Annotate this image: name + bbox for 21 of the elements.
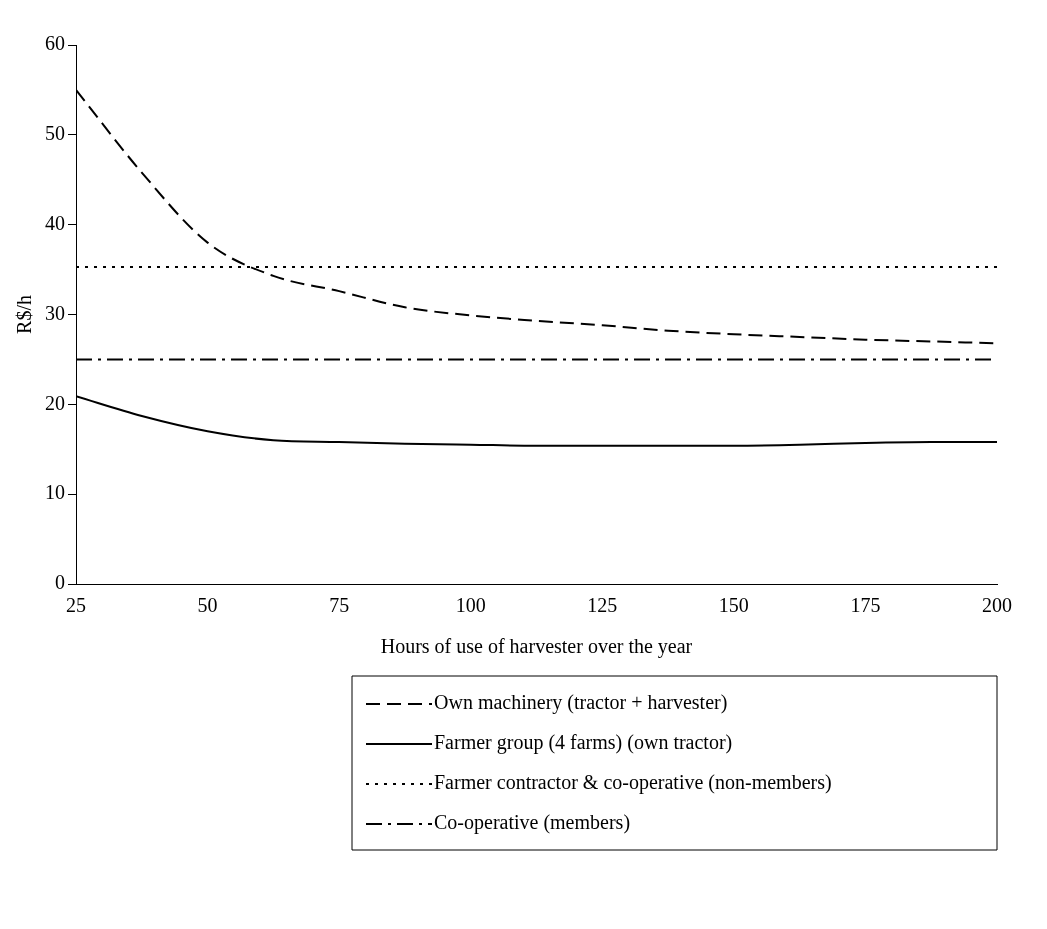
legend-label: Farmer group (4 farms) (own tractor) [434,731,733,755]
legend-label: Own machinery (tractor + harvester) [434,691,728,715]
x-axis-title: Hours of use of harvester over the year [380,635,693,659]
y-tick-label: 40 [45,211,65,234]
legend-label: Co-operative (members) [434,811,631,835]
x-tick-label: 150 [718,594,749,617]
x-tick-label: 200 [982,594,1012,617]
x-tick-label: 125 [587,594,618,617]
x-tick-label: 25 [66,594,86,617]
x-tick-label: 100 [455,594,486,617]
y-axis-title: R$/h [13,295,36,334]
y-tick-label: 30 [45,301,65,324]
y-tick-label: 10 [45,481,65,504]
y-tick-label: 0 [55,571,65,594]
legend-label: Farmer contractor & co-operative (non-members) [434,771,832,795]
y-tick-label: 50 [45,122,65,145]
x-tick-label: 50 [197,594,218,617]
y-tick-label: 60 [45,32,65,55]
x-tick-label: 175 [850,594,881,617]
y-tick-label: 20 [45,391,65,414]
x-tick-label: 75 [329,594,350,617]
